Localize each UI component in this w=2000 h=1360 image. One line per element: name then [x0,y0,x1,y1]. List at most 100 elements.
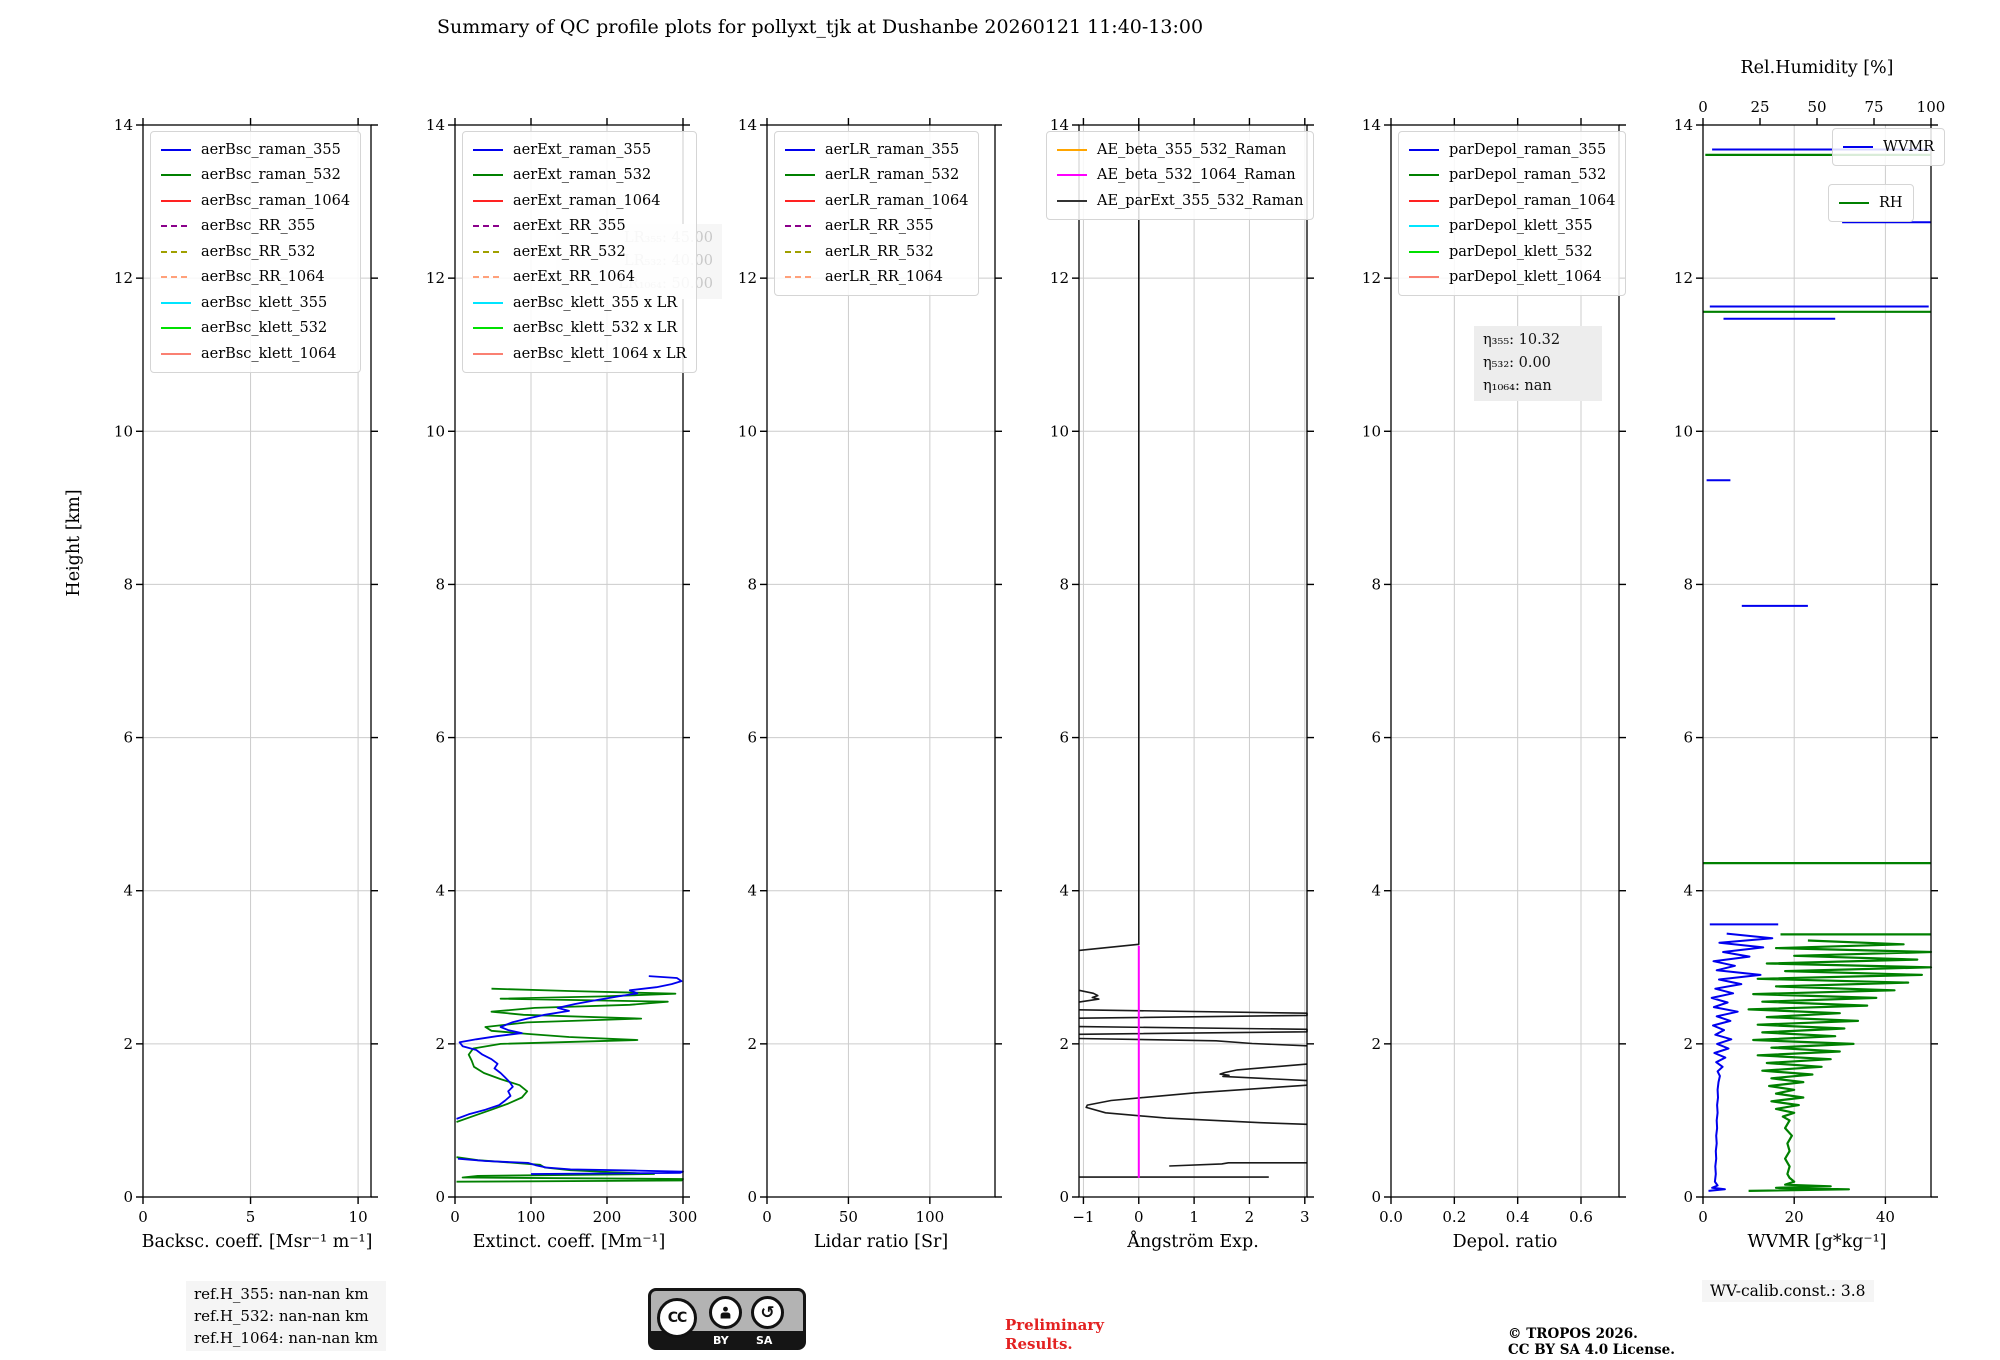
x-tick-label: 0.6 [1569,1208,1593,1226]
y-tick-label: 10 [1362,422,1381,440]
legend-line-sample [473,148,503,151]
legend-line-sample [161,250,191,253]
y-tick-label: 6 [435,729,445,747]
legend-line-sample [161,199,191,202]
y-tick-label: 14 [1050,116,1069,134]
x-tick-label: 0 [450,1208,460,1226]
legend-line-sample [161,352,191,355]
legend-line-sample [161,301,191,304]
legend-line-sample [785,276,815,279]
legend-item: aerBsc_RR_1064 [159,265,350,291]
y-tick-label: 6 [123,729,133,747]
legend-item: aerBsc_klett_532 x LR [471,316,686,342]
figure-title: Summary of QC profile plots for pollyxt_… [436,16,1204,38]
person-icon [709,1296,742,1329]
legend-item: aerExt_raman_532 [471,163,686,189]
x-tick-label: 40 [1876,1208,1895,1226]
legend-line-sample [785,148,815,151]
series-AE_parExt_355_532_Raman [1078,1037,1308,1047]
y-tick-label: 12 [114,269,133,287]
legend-line-sample [1057,199,1087,202]
legend-item: aerExt_RR_532 [471,239,686,265]
y-tick-label: 4 [1683,882,1693,900]
x-tick-label: 20 [1785,1208,1804,1226]
series-AE_parExt_355_532_Raman [1169,1162,1307,1167]
share-alike-icon: ↺ [751,1296,784,1329]
y-tick-label: 2 [1683,1035,1693,1053]
ref-h-355: ref.H_355: nan-nan km [194,1285,369,1303]
y-tick-label: 10 [426,422,445,440]
series-AE_parExt_355_532_Raman [1078,1009,1308,1019]
series-AE_parExt_355_532_Raman [1078,125,1140,952]
legend-line-sample [473,352,503,355]
legend-line-sample [1409,276,1439,279]
y-tick-label: 4 [747,882,757,900]
legend-item: AE_beta_355_532_Raman [1055,137,1303,163]
series-WVMR [1708,932,1774,1192]
legend-line-sample [473,276,503,279]
legend-item: aerBsc_klett_532 [159,316,350,342]
y-tick-label: 8 [1059,575,1069,593]
legend-line-sample [473,225,503,228]
y-tick-label: 6 [1059,729,1069,747]
y-tick-label: 14 [114,116,133,134]
legend-line-sample [1409,225,1439,228]
y-tick-label: 14 [1362,116,1381,134]
x-tick-label: 5 [246,1208,256,1226]
y-tick-label: 8 [1683,575,1693,593]
y-tick-label: 8 [747,575,757,593]
legend-line-sample [473,199,503,202]
y-tick-label: 6 [1371,729,1381,747]
x-axis-label-wvmr: WVMR [g*kg⁻¹] [1747,1232,1887,1252]
legend-line-sample [473,301,503,304]
legend-item: aerLR_raman_532 [783,163,968,189]
top-tick-label: 0 [1698,98,1708,116]
y-tick-label: 0 [1059,1188,1069,1206]
legend-backscatter: aerBsc_raman_355 aerBsc_raman_532 aerBsc_r… [150,131,362,373]
legend-item: aerBsc_RR_532 [159,239,350,265]
legend-item: aerBsc_raman_355 [159,137,350,163]
x-tick-label: 0.0 [1379,1208,1403,1226]
legend-extinction: aerExt_raman_355 aerExt_raman_532 aerExt_r… [462,131,698,373]
y-tick-label: 12 [1050,269,1069,287]
legend-item: aerLR_raman_355 [783,137,968,163]
ref-h-532: ref.H_532: nan-nan km [194,1307,369,1325]
legend-line-sample [161,148,191,151]
y-tick-label: 0 [123,1188,133,1206]
top-tick-label: 75 [1864,98,1883,116]
y-tick-label: 12 [426,269,445,287]
legend-line-sample [1843,145,1873,148]
y-tick-label: 2 [1371,1035,1381,1053]
series-AE_parExt_355_532_Raman [1078,1025,1308,1036]
y-tick-label: 2 [435,1035,445,1053]
legend-line-sample [161,174,191,177]
legend-line-sample [1409,199,1439,202]
y-tick-label: 2 [123,1035,133,1053]
legend-angstrom: AE_beta_355_532_Raman AE_beta_532_1064_Ra… [1046,131,1315,220]
legend-line-sample [785,199,815,202]
x-tick-label: 100 [517,1208,546,1226]
series-aerExt_raman_355 [456,975,683,1120]
legend-line-sample [1409,250,1439,253]
legend-item: aerBsc_RR_355 [159,214,350,240]
ref-height-annotation: ref.H_355: nan-nan km ref.H_532: nan-nan… [186,1281,387,1351]
top-tick-label: 25 [1750,98,1769,116]
y-tick-label: 14 [426,116,445,134]
y-tick-label: 6 [1683,729,1693,747]
panel-lidar-ratio: 0 50 100 0 2 4 6 8 10 12 14 [738,116,1002,1226]
y-tick-label: 14 [738,116,757,134]
legend-line-sample [1409,148,1439,151]
x-tick-label: 200 [593,1208,622,1226]
legend-line-sample [785,174,815,177]
x-tick-label: 100 [916,1208,945,1226]
legend-item: AE_beta_532_1064_Raman [1055,163,1303,189]
legend-line-sample [473,174,503,177]
top-tick-label: 50 [1807,98,1826,116]
x-tick-label: 3 [1300,1208,1310,1226]
legend-item: parDepol_klett_355 [1407,214,1615,240]
x-tick-label: 0.2 [1442,1208,1466,1226]
x-tick-label: −1 [1072,1208,1094,1226]
y-tick-label: 12 [1362,269,1381,287]
